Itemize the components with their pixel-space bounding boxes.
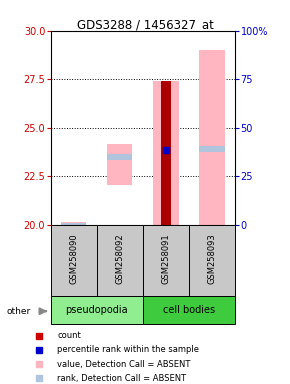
Bar — [199, 146, 224, 152]
Text: other: other — [6, 307, 31, 316]
Bar — [61, 223, 86, 225]
Bar — [61, 222, 86, 225]
Text: GSM258092: GSM258092 — [115, 233, 124, 284]
Bar — [97, 225, 143, 296]
Bar — [143, 296, 235, 324]
Bar — [51, 296, 143, 324]
Text: pseudopodia: pseudopodia — [66, 305, 128, 315]
Text: rank, Detection Call = ABSENT: rank, Detection Call = ABSENT — [57, 374, 186, 383]
Bar — [107, 144, 133, 185]
Text: GSM258090: GSM258090 — [69, 233, 78, 284]
Text: cell bodies: cell bodies — [163, 305, 215, 315]
Bar — [189, 225, 235, 296]
Bar — [199, 50, 224, 225]
Text: count: count — [57, 331, 81, 340]
Bar — [161, 81, 171, 225]
Text: percentile rank within the sample: percentile rank within the sample — [57, 345, 199, 354]
Bar — [153, 81, 179, 225]
Bar — [51, 225, 97, 296]
Text: GDS3288 / 1456327_at: GDS3288 / 1456327_at — [77, 18, 213, 31]
Text: GSM258093: GSM258093 — [207, 233, 216, 284]
Text: GSM258091: GSM258091 — [161, 233, 170, 284]
Text: value, Detection Call = ABSENT: value, Detection Call = ABSENT — [57, 359, 191, 369]
Bar — [143, 225, 189, 296]
Bar — [107, 154, 133, 160]
